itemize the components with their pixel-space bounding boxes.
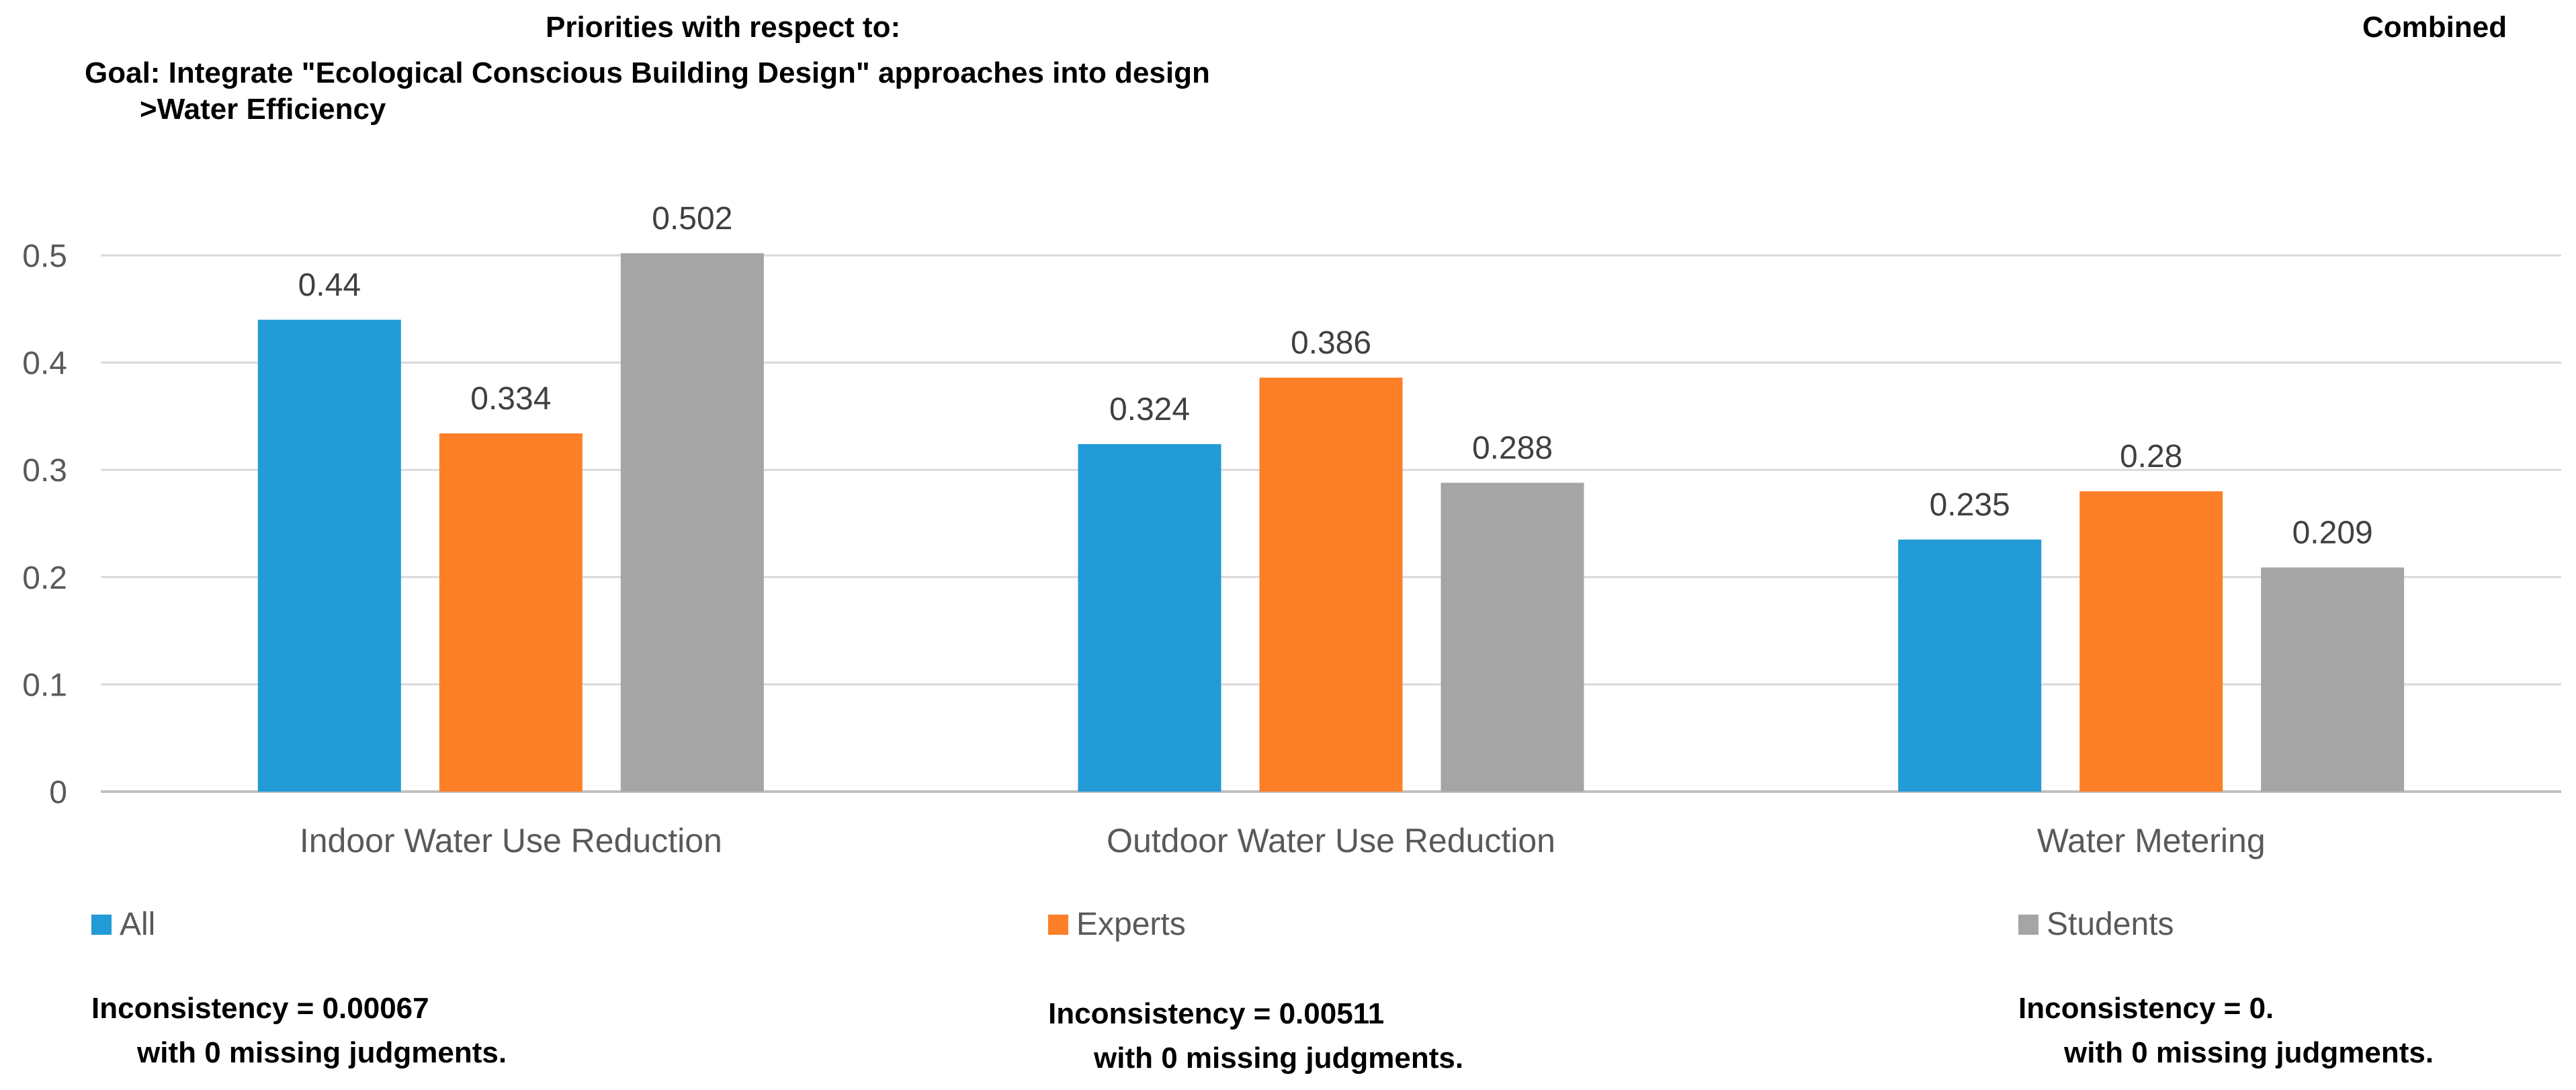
bar <box>257 319 401 792</box>
y-tick-label: 0.1 <box>22 667 67 703</box>
legend-swatch-experts <box>1048 914 1068 935</box>
node-title: >Water Efficiency <box>140 93 386 126</box>
inconsistency-value: Inconsistency = 0. <box>2018 992 2274 1025</box>
x-tick-label: Outdoor Water Use Reduction <box>1107 822 1555 860</box>
missing-judgments: with 0 missing judgments. <box>2064 1036 2434 1069</box>
bar <box>1898 539 2042 792</box>
legend-label-experts: Experts <box>1076 907 1186 942</box>
bar <box>2079 491 2223 792</box>
inconsistency-experts: Inconsistency = 0.00511 with 0 missing j… <box>1048 992 1463 1081</box>
data-label: 0.502 <box>652 201 732 237</box>
priorities-label: Priorities with respect to: <box>546 11 901 44</box>
missing-judgments: with 0 missing judgments. <box>137 1036 507 1069</box>
legend-label-all: All <box>120 907 156 942</box>
bar <box>620 253 764 792</box>
combined-label: Combined <box>2362 11 2507 44</box>
x-tick-label: Indoor Water Use Reduction <box>300 822 722 860</box>
y-tick-label: 0.5 <box>22 239 67 274</box>
data-label: 0.324 <box>1109 392 1190 427</box>
legend-item-students: Students <box>2018 906 2174 943</box>
y-tick-label: 0.4 <box>22 346 67 382</box>
y-tick-label: 0.3 <box>22 453 67 489</box>
inconsistency-value: Inconsistency = 0.00511 <box>1048 997 1385 1030</box>
missing-judgments: with 0 missing judgments. <box>1094 1042 1464 1075</box>
bar <box>1441 483 1584 792</box>
data-label: 0.288 <box>1472 430 1553 466</box>
legend-swatch-students <box>2018 914 2038 935</box>
data-label: 0.209 <box>2292 515 2373 550</box>
y-tick-label: 0 <box>49 775 67 810</box>
bar <box>439 433 583 792</box>
bar <box>1259 377 1403 792</box>
inconsistency-value: Inconsistency = 0.00067 <box>91 992 429 1025</box>
inconsistency-students: Inconsistency = 0. with 0 missing judgme… <box>2018 987 2434 1075</box>
data-label: 0.386 <box>1291 325 1371 361</box>
legend-item-experts: Experts <box>1048 906 1186 943</box>
data-label: 0.235 <box>1930 487 2010 523</box>
bar <box>1078 444 1221 792</box>
data-label: 0.44 <box>298 267 361 303</box>
bar <box>2261 567 2405 792</box>
y-tick-label: 0.2 <box>22 560 67 596</box>
goal-title: Goal: Integrate "Ecological Conscious Bu… <box>85 56 1210 89</box>
legend-swatch-all <box>91 914 112 935</box>
legend-item-all: All <box>91 906 155 943</box>
legend-label-students: Students <box>2047 907 2174 942</box>
data-label: 0.28 <box>2120 439 2182 474</box>
inconsistency-all: Inconsistency = 0.00067 with 0 missing j… <box>91 987 507 1075</box>
x-tick-label: Water Metering <box>2037 822 2266 860</box>
data-label: 0.334 <box>470 381 551 417</box>
